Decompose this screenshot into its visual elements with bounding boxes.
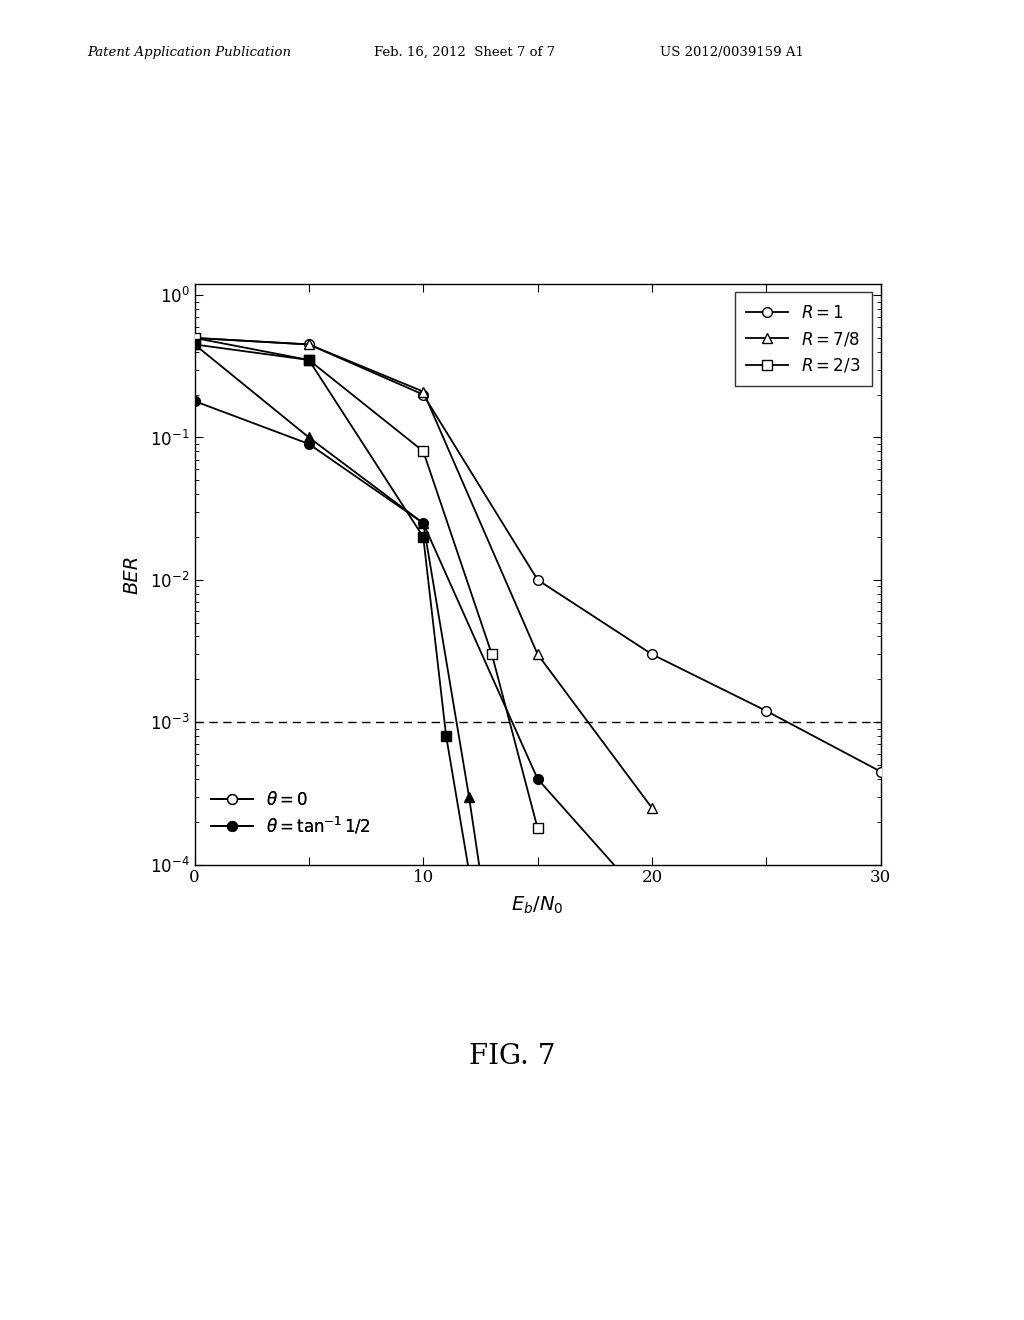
Text: US 2012/0039159 A1: US 2012/0039159 A1: [660, 46, 805, 59]
Text: FIG. 7: FIG. 7: [469, 1043, 555, 1069]
Legend: $\theta{=}0$, $\theta{=}\tan^{-1}1/2$: $\theta{=}0$, $\theta{=}\tan^{-1}1/2$: [203, 783, 380, 845]
Text: Feb. 16, 2012  Sheet 7 of 7: Feb. 16, 2012 Sheet 7 of 7: [374, 46, 555, 59]
X-axis label: $E_b/N_0$: $E_b/N_0$: [511, 895, 564, 916]
Y-axis label: BER: BER: [123, 554, 141, 594]
Text: Patent Application Publication: Patent Application Publication: [87, 46, 291, 59]
